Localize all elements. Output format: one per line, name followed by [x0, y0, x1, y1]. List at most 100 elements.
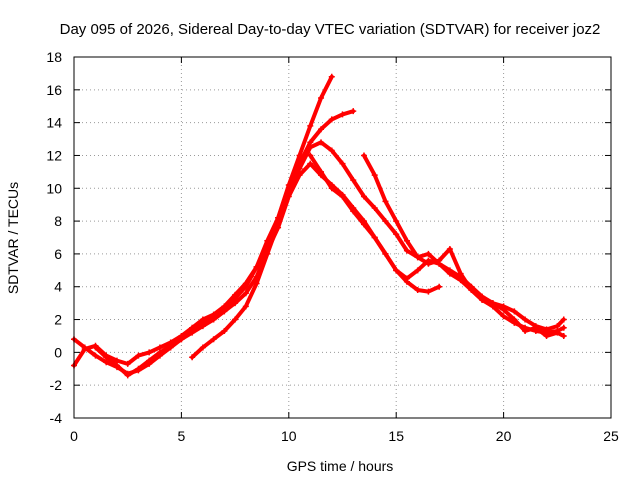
- data-point-marker: [403, 275, 410, 282]
- data-point-marker: [328, 116, 335, 123]
- data-point-marker: [156, 349, 163, 356]
- data-point-marker: [199, 344, 206, 351]
- data-point-marker: [436, 257, 443, 264]
- data-point-marker: [446, 245, 453, 252]
- data-series-group: [71, 73, 567, 379]
- data-point-marker: [339, 160, 346, 167]
- data-point-marker: [178, 336, 185, 343]
- data-point-marker: [511, 308, 518, 315]
- data-point-marker: [210, 316, 217, 323]
- data-point-marker: [210, 336, 217, 343]
- data-point-marker: [403, 247, 410, 254]
- data-point-marker: [371, 204, 378, 211]
- data-point-marker: [532, 324, 539, 331]
- x-tick-label: 25: [603, 428, 619, 444]
- data-point-marker: [146, 357, 153, 364]
- data-point-marker: [393, 267, 400, 274]
- data-point-marker: [92, 352, 99, 359]
- data-point-marker: [318, 168, 325, 175]
- series-track-3: [189, 139, 567, 361]
- data-point-marker: [135, 365, 142, 372]
- data-point-marker: [296, 172, 303, 179]
- data-point-marker: [382, 250, 389, 257]
- y-tick-label: 12: [46, 147, 62, 163]
- data-point-marker: [560, 332, 567, 339]
- data-point-marker: [382, 198, 389, 205]
- series-track-5: [307, 152, 567, 333]
- y-tick-label: 16: [46, 82, 62, 98]
- data-point-marker: [339, 111, 346, 118]
- data-point-marker: [221, 328, 228, 335]
- plot-frame: [73, 56, 612, 419]
- data-point-marker: [436, 283, 443, 290]
- data-point-marker: [199, 323, 206, 330]
- x-tick-label: 0: [70, 428, 78, 444]
- data-point-marker: [479, 296, 486, 303]
- data-point-marker: [146, 349, 153, 356]
- data-point-marker: [167, 342, 174, 349]
- data-point-marker: [468, 287, 475, 294]
- data-point-marker: [275, 224, 282, 231]
- y-tick-label: 18: [46, 49, 62, 65]
- axis-ticks: 0 5 10 15 20 25 -4 -2 0 2 4 6 8 10 12 14 16 18: [46, 49, 619, 444]
- data-point-marker: [522, 316, 529, 323]
- data-point-marker: [500, 313, 507, 320]
- y-tick-label: -2: [50, 377, 63, 393]
- data-point-marker: [328, 73, 335, 80]
- data-point-marker: [560, 324, 567, 331]
- data-point-marker: [414, 287, 421, 294]
- series-track-6: [360, 152, 567, 339]
- chart-title: Day 095 of 2026, Sidereal Day-to-day VTE…: [60, 21, 601, 38]
- data-point-marker: [425, 288, 432, 295]
- x-tick-label: 15: [388, 428, 404, 444]
- data-point-marker: [360, 152, 367, 159]
- data-point-marker: [232, 300, 239, 307]
- data-point-marker: [403, 237, 410, 244]
- data-point-marker: [425, 260, 432, 267]
- x-tick-label: 5: [178, 428, 186, 444]
- data-point-marker: [457, 270, 464, 277]
- y-tick-label: 4: [54, 279, 62, 295]
- data-point-marker: [318, 95, 325, 102]
- data-point-marker: [554, 323, 561, 330]
- data-point-marker: [425, 250, 432, 257]
- data-point-marker: [307, 122, 314, 129]
- data-point-marker: [360, 221, 367, 228]
- data-point-marker: [189, 354, 196, 361]
- data-point-marker: [113, 362, 120, 369]
- data-point-marker: [264, 247, 271, 254]
- data-point-marker: [189, 329, 196, 336]
- data-point-marker: [350, 177, 357, 184]
- data-point-marker: [318, 126, 325, 133]
- data-point-marker: [285, 193, 292, 200]
- y-tick-label: 2: [54, 312, 62, 328]
- data-point-marker: [489, 300, 496, 307]
- data-point-marker: [135, 352, 142, 359]
- y-tick-label: -4: [50, 410, 63, 426]
- data-point-marker: [221, 308, 228, 315]
- data-point-marker: [446, 267, 453, 274]
- data-point-marker: [328, 147, 335, 154]
- series-line: [308, 153, 566, 332]
- data-point-marker: [92, 344, 99, 351]
- y-tick-label: 10: [46, 180, 62, 196]
- data-point-marker: [242, 303, 249, 310]
- x-tick-label: 20: [496, 428, 512, 444]
- data-point-marker: [296, 165, 303, 172]
- data-point-marker: [232, 316, 239, 323]
- series-track-4: [92, 160, 443, 379]
- data-point-marker: [371, 172, 378, 179]
- x-tick-label: 10: [281, 428, 297, 444]
- data-point-marker: [318, 139, 325, 146]
- data-point-marker: [124, 372, 131, 379]
- data-point-marker: [307, 144, 314, 151]
- data-point-marker: [307, 160, 314, 167]
- data-point-marker: [242, 290, 249, 297]
- data-point-marker: [360, 193, 367, 200]
- grid-lines: [74, 57, 611, 418]
- data-point-marker: [543, 332, 550, 339]
- data-point-marker: [307, 152, 314, 159]
- data-point-marker: [500, 306, 507, 313]
- data-point-marker: [511, 316, 518, 323]
- data-point-marker: [253, 273, 260, 280]
